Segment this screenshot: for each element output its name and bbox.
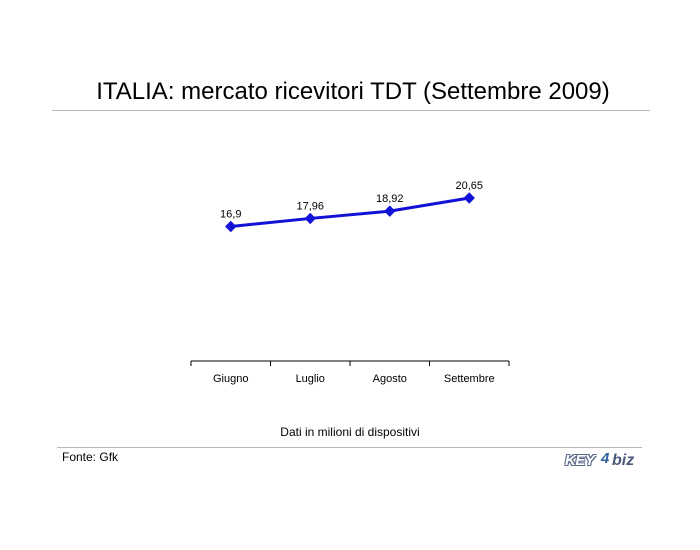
data-label: 16,9	[220, 209, 241, 221]
key4biz-logo: KEY 4 biz	[565, 449, 645, 473]
data-label: 17,96	[296, 200, 324, 212]
x-tick-label: Giugno	[213, 373, 248, 385]
chart-title: ITALIA: mercato ricevitori TDT (Settembr…	[96, 78, 610, 105]
x-tick-label: Luglio	[296, 373, 325, 385]
data-label: 18,92	[376, 193, 404, 205]
data-label: 20,65	[455, 180, 483, 192]
logo-four-text: 4	[601, 450, 610, 467]
data-point-marker	[304, 212, 316, 225]
logo-biz-text: biz	[612, 452, 635, 469]
data-point-marker	[225, 220, 237, 233]
source-label: Fonte: Gfk	[62, 450, 119, 464]
data-point-marker	[463, 192, 475, 204]
units-note: Dati in milioni di dispositivi	[280, 425, 420, 439]
footer-divider	[57, 447, 642, 448]
x-tick-label: Settembre	[444, 373, 495, 385]
data-point-marker	[384, 205, 396, 217]
title-divider	[52, 110, 650, 111]
series-line	[230, 196, 470, 228]
x-tick-label: Agosto	[373, 373, 407, 385]
logo-key-text: KEY	[565, 452, 595, 469]
